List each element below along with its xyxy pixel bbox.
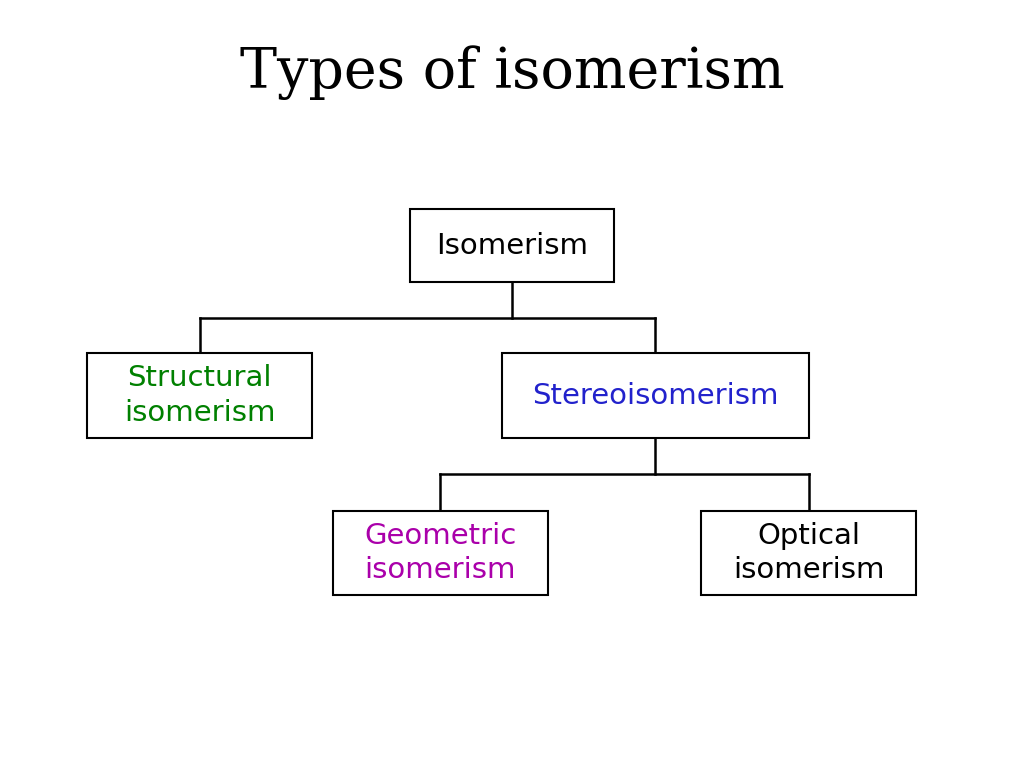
FancyBboxPatch shape: [410, 209, 614, 282]
Text: Geometric
isomerism: Geometric isomerism: [365, 521, 516, 584]
Text: Isomerism: Isomerism: [436, 232, 588, 260]
FancyBboxPatch shape: [701, 511, 916, 595]
Text: Stereoisomerism: Stereoisomerism: [532, 382, 778, 409]
FancyBboxPatch shape: [333, 511, 548, 595]
Text: Structural
isomerism: Structural isomerism: [124, 364, 275, 427]
FancyBboxPatch shape: [502, 353, 809, 438]
Text: Types of isomerism: Types of isomerism: [240, 45, 784, 101]
FancyBboxPatch shape: [87, 353, 312, 438]
Text: Optical
isomerism: Optical isomerism: [733, 521, 885, 584]
